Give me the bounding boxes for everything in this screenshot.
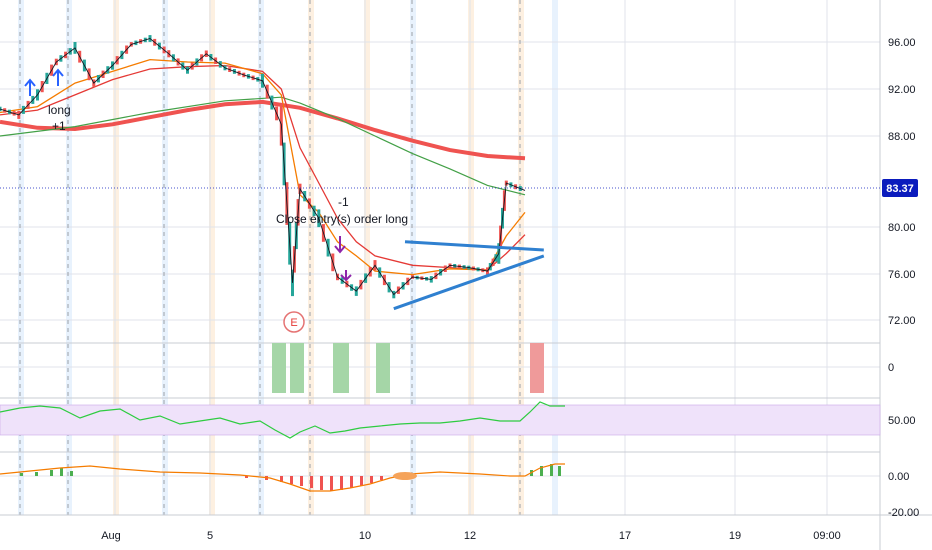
ema-mid-line xyxy=(0,64,526,271)
current-price-label: 83.37 xyxy=(886,183,914,195)
price-tick: 76.00 xyxy=(888,269,916,281)
ma-long-line xyxy=(0,99,526,161)
histogram-bar xyxy=(340,476,343,490)
histogram-bar xyxy=(360,476,363,486)
signal-block xyxy=(272,343,286,393)
earnings-marker-circle xyxy=(283,311,305,333)
oscillator-pane-tick: 50.00 xyxy=(888,415,916,427)
time-tick: 12 xyxy=(464,530,476,542)
exit-arrow-icon xyxy=(334,236,346,254)
signal-blocks xyxy=(272,343,544,393)
time-tick: 5 xyxy=(207,530,213,542)
histogram-pane-tick: -20.00 xyxy=(888,507,919,519)
ema-fast-line xyxy=(0,58,526,276)
histogram-bar xyxy=(370,476,373,483)
histogram-bar xyxy=(350,476,353,488)
histogram-bar xyxy=(20,473,23,476)
candles xyxy=(0,35,526,299)
histogram-bar xyxy=(50,470,53,476)
entry-arrow-icon xyxy=(52,68,64,86)
histogram-bar xyxy=(300,476,303,486)
entry-annotation[interactable]: long +1 xyxy=(24,68,71,133)
histogram-bar xyxy=(60,468,63,476)
grid xyxy=(0,0,880,515)
session-separators xyxy=(19,0,521,515)
time-tick: Aug xyxy=(101,530,121,542)
signal-block xyxy=(376,343,390,393)
signal-block xyxy=(333,343,349,393)
histogram-bar xyxy=(380,476,383,480)
histogram-bar xyxy=(245,476,248,478)
histogram-bar xyxy=(550,464,553,476)
histogram-signal-line xyxy=(0,463,565,492)
histogram-bar xyxy=(290,476,293,484)
signal-block xyxy=(290,343,304,393)
exit-qty: -1 xyxy=(338,195,349,209)
oscillator-band xyxy=(0,404,881,436)
time-tick: 17 xyxy=(619,530,631,542)
entry-qty: +1 xyxy=(52,119,66,133)
histogram-bar xyxy=(310,476,313,488)
price-axis: 96.00 92.00 88.00 80.00 76.00 72.00 0 50… xyxy=(888,37,919,519)
histogram-bar xyxy=(320,476,323,490)
histogram-bar xyxy=(558,466,561,476)
price-tick: 80.00 xyxy=(888,222,916,234)
time-axis: Aug 5 10 12 17 19 09:00 xyxy=(101,530,841,542)
entry-label: long xyxy=(48,103,71,117)
signal-pane-tick: 0 xyxy=(888,362,894,374)
histogram-marker xyxy=(393,472,417,480)
signal-block xyxy=(530,343,544,393)
time-tick: 19 xyxy=(729,530,741,542)
histogram-bar xyxy=(330,476,333,491)
histogram-bar xyxy=(540,466,543,476)
price-lines xyxy=(0,58,526,276)
oscillator-line xyxy=(0,401,565,439)
histogram-bar xyxy=(70,471,73,476)
triangle-upper-trendline xyxy=(404,240,544,252)
time-tick: 09:00 xyxy=(813,530,841,542)
earnings-marker[interactable]: E xyxy=(283,311,305,333)
exit-arrow-icon xyxy=(340,270,352,282)
current-price-tag xyxy=(882,179,918,197)
price-tick: 72.00 xyxy=(888,315,916,327)
trendlines xyxy=(393,240,545,311)
histogram-bar xyxy=(35,472,38,476)
price-tick: 88.00 xyxy=(888,131,916,143)
exit-annotation[interactable]: -1 Close entry(s) order long xyxy=(276,195,408,282)
histogram-bar xyxy=(280,476,283,482)
price-path xyxy=(0,37,526,296)
time-tick: 10 xyxy=(359,530,371,542)
histogram-pane-tick: 0.00 xyxy=(888,471,909,483)
triangle-lower-trendline xyxy=(393,254,545,311)
price-tick: 92.00 xyxy=(888,84,916,96)
histogram xyxy=(20,464,561,491)
entry-arrow-icon xyxy=(24,78,36,96)
earnings-marker-label: E xyxy=(290,317,297,329)
exit-label: Close entry(s) order long xyxy=(276,212,408,226)
price-tick: 96.00 xyxy=(888,37,916,49)
session-stripes xyxy=(18,0,558,515)
ma-green-line xyxy=(0,96,526,196)
